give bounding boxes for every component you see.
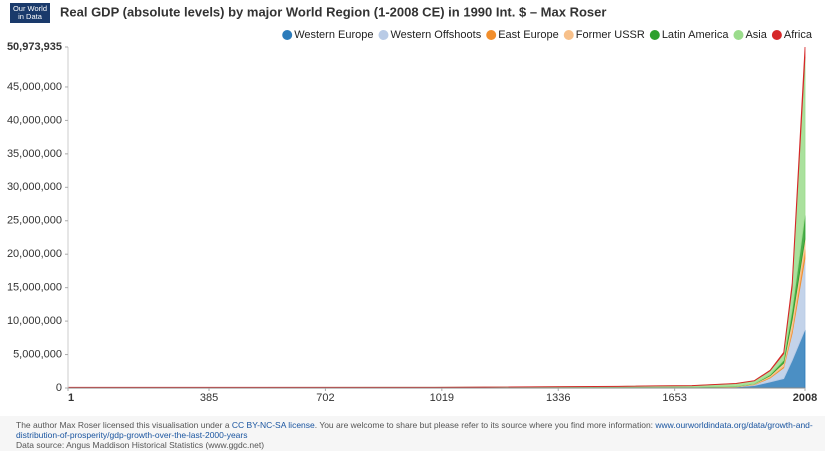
y-tick-label: 35,000,000 (7, 148, 62, 160)
legend-item: Asia (733, 29, 768, 41)
legend-swatch (563, 30, 574, 40)
legend-label: Latin America (662, 29, 730, 41)
legend-label: Former USSR (576, 29, 645, 41)
area (67, 238, 806, 389)
legend-item: Western Offshoots (378, 29, 482, 41)
footer: The author Max Roser licensed this visua… (0, 416, 825, 451)
legend-swatch (378, 30, 389, 40)
y-tick-label: 40,000,000 (7, 114, 62, 126)
y-tick-label: 50,973,935 (7, 41, 62, 53)
legend-swatch (733, 30, 744, 40)
legend-item: Africa (771, 29, 813, 41)
x-tick-label: 1336 (546, 392, 570, 404)
y-tick-label: 5,000,000 (13, 348, 62, 360)
x-tick-label: 2008 (793, 392, 817, 404)
chart-title: Real GDP (absolute levels) by major Worl… (60, 4, 606, 19)
logo-box (10, 3, 50, 23)
legend-item: Latin America (649, 29, 730, 41)
legend-label: Africa (784, 29, 813, 41)
legend-swatch (486, 30, 497, 40)
legend-label: East Europe (498, 29, 559, 41)
area (67, 258, 806, 389)
legend-item: Western Europe (282, 29, 374, 41)
y-tick-label: 0 (56, 382, 62, 394)
area (67, 57, 806, 389)
area (67, 46, 806, 388)
x-tick-label: 702 (316, 392, 334, 404)
y-tick-label: 10,000,000 (7, 315, 62, 327)
legend-label: Western Offshoots (391, 29, 482, 41)
area (67, 249, 806, 389)
data-source: Data source: Angus Maddison Historical S… (16, 440, 265, 450)
y-tick-label: 30,000,000 (7, 181, 62, 193)
legend-swatch (282, 30, 293, 40)
x-tick-label: 1653 (662, 392, 686, 404)
source-link[interactable]: www.ourworldindata.org/data/growth-and-d… (16, 420, 813, 440)
area (67, 215, 806, 389)
legend-item: Former USSR (563, 29, 645, 41)
logo-text: Our World in Data (12, 4, 48, 21)
x-tick-label: 385 (200, 392, 218, 404)
footer-text: . You are welcome to share but please re… (314, 420, 656, 430)
y-tick-label: 45,000,000 (7, 81, 62, 93)
x-tick-label: 1 (68, 392, 74, 404)
y-tick-label: 25,000,000 (7, 215, 62, 227)
legend-label: Western Europe (294, 29, 373, 41)
legend-label: Asia (745, 29, 767, 41)
y-tick-label: 15,000,000 (7, 282, 62, 294)
chart: Our World in Data Real GDP (absolute lev… (7, 3, 817, 404)
legend-swatch (771, 30, 782, 40)
area (67, 329, 806, 389)
license-link[interactable]: CC BY-NC-SA license (231, 420, 315, 430)
logo: Our World in Data (12, 4, 48, 21)
legend-swatch (649, 30, 660, 40)
y-tick-label: 20,000,000 (7, 248, 62, 260)
footer-text: The author Max Roser licensed this visua… (16, 420, 232, 430)
x-tick-label: 1019 (430, 392, 454, 404)
legend-item: East Europe (486, 29, 559, 41)
